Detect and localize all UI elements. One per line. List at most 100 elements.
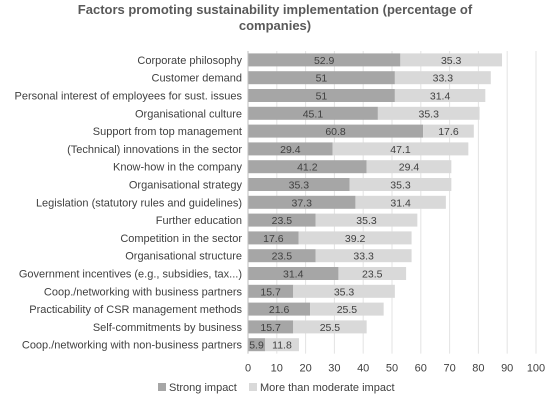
category-label: Organisational culture: [135, 108, 242, 120]
bar-moderate: [315, 249, 412, 263]
data-label: 45.1: [303, 108, 324, 120]
category-label: Personal interest of employees for sust.…: [15, 91, 243, 103]
data-label: 23.5: [272, 215, 293, 227]
bar-moderate: [264, 338, 299, 352]
category-label: Practicability of CSR management methods: [29, 304, 242, 316]
data-label: 39.2: [345, 233, 366, 245]
category-label: Self-commitments by business: [93, 322, 243, 334]
data-label: 41.2: [297, 162, 318, 174]
bar-strong: [248, 231, 299, 245]
data-label: 17.6: [263, 233, 284, 245]
data-label: 29.4: [280, 144, 301, 156]
category-label: Competition in the sector: [120, 233, 242, 245]
legend-swatch: [158, 383, 166, 391]
bar-moderate: [298, 231, 412, 245]
bar-strong: [248, 302, 311, 316]
bar-strong: [248, 249, 316, 263]
bar-strong: [248, 124, 424, 138]
bar-moderate: [423, 124, 474, 138]
data-label: 35.3: [356, 215, 377, 227]
bar-moderate: [338, 267, 407, 280]
x-tick-label: 100: [527, 363, 545, 375]
legend-label: More than moderate impact: [260, 382, 395, 394]
bar-strong: [248, 89, 395, 102]
data-label: 23.5: [362, 269, 383, 281]
bar-strong: [248, 53, 401, 67]
data-label: 25.5: [320, 322, 341, 334]
x-tick-label: 70: [443, 363, 455, 375]
bar-moderate: [394, 89, 486, 102]
legend-label: Strong impact: [169, 382, 237, 394]
data-label: 35.3: [289, 180, 310, 192]
x-tick-label: 0: [245, 363, 251, 375]
category-label: Coop./networking with non-business partn…: [22, 340, 243, 352]
data-label: 29.4: [399, 162, 420, 174]
bar-moderate: [293, 284, 395, 298]
chart-title: Factors promoting sustainability impleme…: [77, 2, 473, 33]
category-label: Know-how in the company: [113, 162, 243, 174]
data-label: 15.7: [260, 286, 281, 298]
bar-moderate: [355, 195, 446, 209]
data-label: 52.9: [314, 55, 335, 67]
category-label: Organisational strategy: [129, 180, 243, 192]
bar-moderate: [293, 320, 367, 334]
x-tick-label: 50: [386, 363, 398, 375]
category-label: Coop./networking with business partners: [44, 286, 243, 298]
data-label: 21.6: [269, 304, 290, 316]
data-label: 35.3: [441, 55, 462, 67]
data-label: 31.4: [283, 269, 304, 281]
data-label: 33.3: [433, 73, 454, 85]
data-label: 35.3: [334, 286, 355, 298]
data-label: 23.5: [272, 251, 293, 263]
bar-moderate: [310, 302, 384, 316]
data-label: 37.3: [291, 197, 312, 209]
bar-strong: [248, 142, 333, 156]
data-label: 60.8: [325, 126, 346, 138]
bar-strong: [248, 284, 294, 298]
bar-moderate: [366, 160, 452, 174]
bar-moderate: [377, 106, 480, 120]
bar-moderate: [332, 142, 469, 156]
data-label: 35.3: [419, 108, 440, 120]
category-label: Support from top management: [93, 126, 242, 138]
category-label: Further education: [156, 215, 242, 227]
bar-strong: [248, 213, 316, 227]
bar-moderate: [394, 71, 491, 85]
category-label: Legislation (statutory rules and guideli…: [36, 197, 242, 209]
category-label: Government incentives (e.g., subsidies, …: [19, 269, 242, 281]
data-label: 25.5: [337, 304, 358, 316]
x-tick-label: 60: [415, 363, 427, 375]
bar-strong: [248, 106, 378, 120]
bar-strong: [248, 178, 350, 191]
bar-strong: [248, 160, 367, 174]
data-label: 51: [316, 73, 328, 85]
x-tick-label: 10: [271, 363, 283, 375]
data-label: 35.3: [390, 180, 411, 192]
category-label: Corporate philosophy: [137, 55, 242, 67]
data-label: 31.4: [390, 197, 411, 209]
category-label: (Technical) innovations in the sector: [67, 144, 242, 156]
bar-strong: [248, 71, 395, 85]
bar-strong: [248, 338, 265, 352]
bar-moderate: [349, 178, 452, 191]
category-label: Customer demand: [152, 73, 243, 85]
bar-strong: [248, 267, 339, 280]
data-label: 15.7: [260, 322, 281, 334]
bar-moderate: [400, 53, 503, 67]
data-label: 31.4: [430, 91, 451, 103]
data-label: 47.1: [390, 144, 411, 156]
category-label: Organisational structure: [125, 251, 242, 263]
bar-strong: [248, 195, 356, 209]
bar-moderate: [315, 213, 418, 227]
x-tick-label: 30: [328, 363, 340, 375]
data-label: 17.6: [438, 126, 459, 138]
x-tick-label: 90: [501, 363, 513, 375]
x-tick-label: 20: [299, 363, 311, 375]
data-label: 5.9: [249, 340, 264, 352]
data-label: 11.8: [272, 340, 292, 352]
bar-strong: [248, 320, 294, 334]
x-tick-label: 80: [472, 363, 484, 375]
legend-swatch: [249, 383, 257, 391]
